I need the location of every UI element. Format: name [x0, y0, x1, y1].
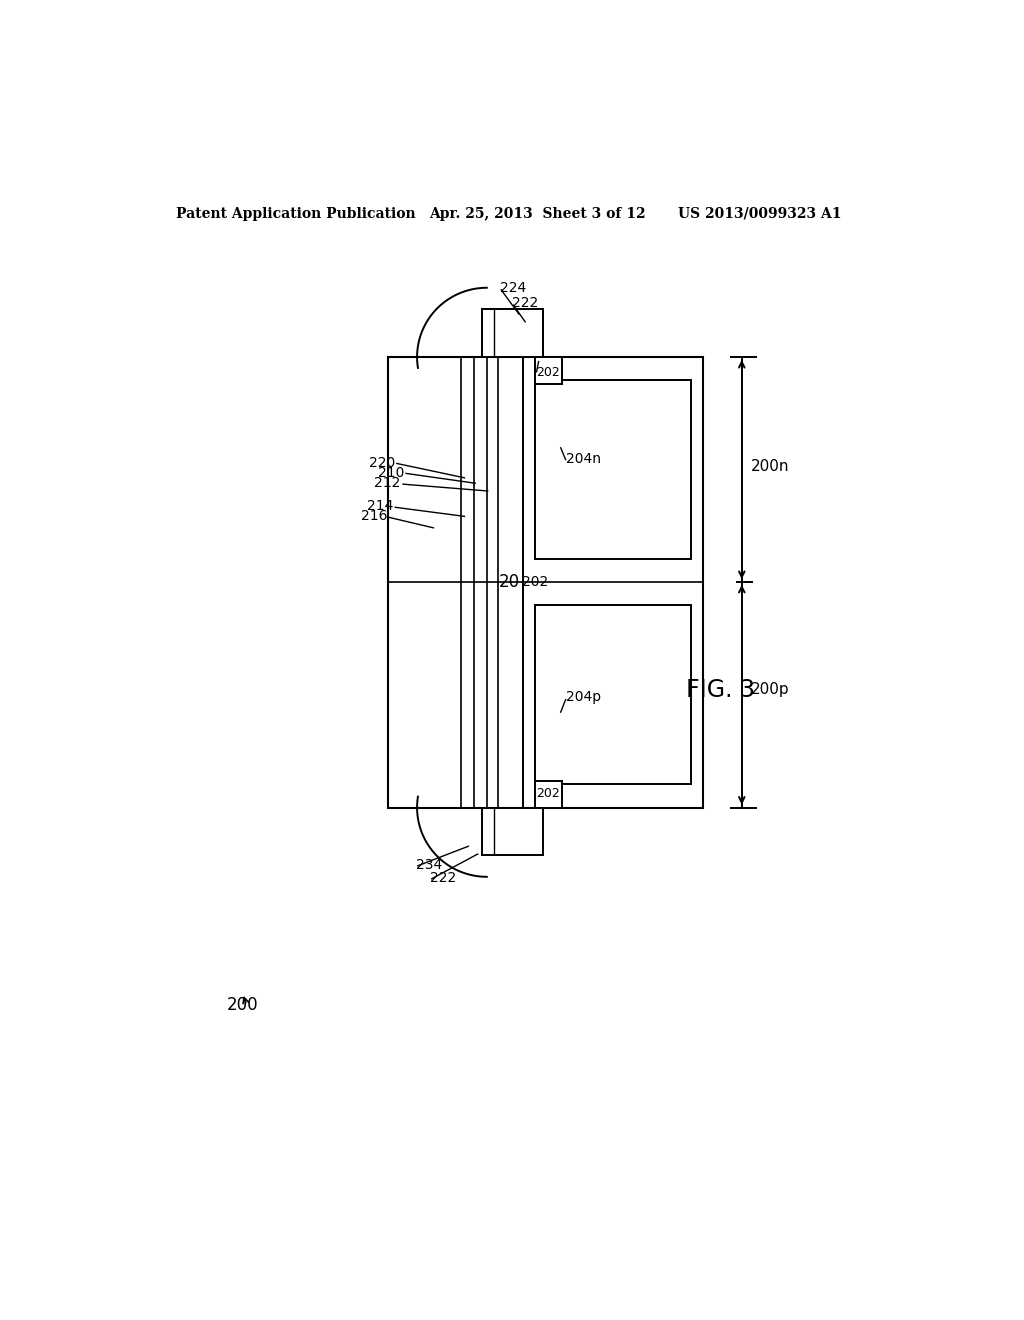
Text: 202: 202	[537, 787, 560, 800]
Bar	[388, 358, 703, 808]
Text: 200n: 200n	[751, 459, 790, 474]
Bar	[535, 358, 562, 384]
Text: 204n: 204n	[566, 451, 601, 466]
Text: FIG. 3: FIG. 3	[686, 677, 755, 702]
Text: 222: 222	[430, 871, 457, 886]
Text: US 2013/0099323 A1: US 2013/0099323 A1	[678, 207, 842, 220]
Text: 200: 200	[227, 997, 259, 1014]
Text: 214: 214	[368, 499, 394, 513]
Bar	[482, 309, 543, 358]
Text: Apr. 25, 2013  Sheet 3 of 12: Apr. 25, 2013 Sheet 3 of 12	[429, 207, 645, 220]
Bar	[535, 380, 691, 558]
Text: 202: 202	[522, 576, 549, 589]
Bar	[535, 605, 691, 784]
Text: 202: 202	[537, 366, 560, 379]
Text: 200p: 200p	[751, 682, 790, 697]
Text: 204p: 204p	[566, 690, 601, 705]
Text: 20: 20	[499, 573, 520, 591]
Text: 224: 224	[500, 281, 526, 294]
Text: 222: 222	[512, 296, 539, 310]
Text: Patent Application Publication: Patent Application Publication	[176, 207, 416, 220]
Bar	[535, 780, 562, 808]
Bar	[482, 808, 543, 855]
Text: 210: 210	[378, 466, 403, 479]
Text: 220: 220	[369, 455, 395, 470]
Bar	[482, 309, 543, 358]
Text: 216: 216	[361, 510, 388, 524]
Text: 212: 212	[375, 477, 400, 490]
Text: 234: 234	[417, 858, 442, 873]
